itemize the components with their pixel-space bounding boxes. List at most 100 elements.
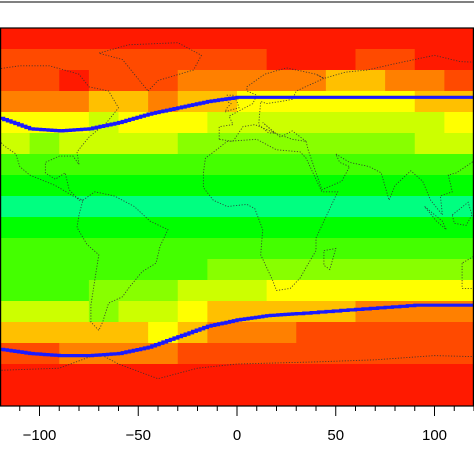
heatmap-cell [0,28,31,50]
heatmap-cell [177,196,208,218]
heatmap-cell [207,322,238,344]
heatmap-cell [414,364,445,386]
heatmap-cell [444,196,474,218]
heatmap-cell [148,112,179,134]
heatmap-cell [148,238,179,260]
heatmap-cell [177,175,208,197]
heatmap-cell [444,112,474,134]
heatmap-cell [118,217,149,239]
heatmap-cell [444,322,474,344]
heatmap-cell [237,196,268,218]
heatmap-cell [29,259,60,281]
heatmap-cell [266,343,297,365]
heatmap-cell [414,28,445,50]
heatmap-cell [207,280,238,302]
heatmap-cell [237,343,268,365]
heatmap-cell [266,28,297,50]
coastline-segment [424,206,447,230]
heatmap-cell [266,280,297,302]
heatmap-cell [88,175,120,197]
heatmap-cell [325,175,357,197]
heatmap-cell [148,280,179,302]
heatmap-cell [0,217,31,239]
heatmap-cell [325,322,357,344]
heatmap-cell [414,238,445,260]
heatmap-cell [207,112,238,134]
heatmap-cell [444,49,474,71]
heatmap-cell [0,49,31,71]
heatmap-cell [59,322,90,344]
heatmap-cell [296,70,327,92]
heatmap-cell [355,154,386,176]
heatmap-cell [237,238,268,260]
heatmap-cell [355,91,386,113]
heatmap-cell [148,28,179,50]
heatmap-cell [385,112,416,134]
coastline-outline [0,42,474,380]
heatmap-cell [118,364,149,386]
heatmap-cell [444,175,474,197]
heatmap-cell [177,217,208,239]
heatmap-cell [296,133,327,155]
heatmap-cell [296,322,327,344]
heatmap-cell [237,322,268,344]
heatmap-cell [385,322,416,344]
heatmap-cell [296,385,327,406]
heatmap-cell [59,28,90,50]
heatmap-cell [385,154,416,176]
heatmap-cell [266,133,297,155]
heatmap-cell [177,343,208,365]
heatmap-cell [88,133,120,155]
heatmap-cell [88,154,120,176]
heatmap-cell [207,70,238,92]
heatmap-cell [207,154,238,176]
heatmap-cell [118,322,149,344]
heatmap-cell [325,49,357,71]
heatmap-cell [325,154,357,176]
heatmap-cell [29,322,60,344]
heatmap-cell [29,49,60,71]
heatmap-cell [177,280,208,302]
heatmap-cell [237,133,268,155]
heatmap-cell [118,196,149,218]
heatmap-cell [29,154,60,176]
heatmap-cell [414,196,445,218]
heatmap-cell [325,196,357,218]
heatmap-cell [59,364,90,386]
heatmap-cell [59,133,90,155]
heatmap-cell [148,70,179,92]
heatmap-cell [266,217,297,239]
heatmap-cell [177,259,208,281]
heatmap-cell [177,49,208,71]
heatmap-cell [444,154,474,176]
heatmap-cell [296,259,327,281]
heatmap-cell [29,133,60,155]
heatmap-cell [385,280,416,302]
heatmap-cell [414,49,445,71]
heatmap-cell [414,112,445,134]
heatmap-cell [385,196,416,218]
x-tick-label: 50 [327,427,344,444]
heatmap-cell [0,133,31,155]
heatmap-cell [118,175,149,197]
heatmap-cell [266,301,297,323]
heatmap-cell [29,301,60,323]
coastline-segment [0,353,474,380]
heatmap-cell [207,343,238,365]
heatmap-cell [355,259,386,281]
heatmap-cell [355,301,386,323]
heatmap-cell [325,70,357,92]
heatmap-cell [355,385,386,406]
heatmap-cell [444,343,474,365]
heatmap-cell [29,91,60,113]
heatmap-cell [237,364,268,386]
heatmap-cell [118,28,149,50]
coastline-segment [202,138,339,291]
heatmap-cell [266,91,297,113]
heatmap-cell [207,259,238,281]
heatmap-cell [355,175,386,197]
heatmap-cell [325,91,357,113]
heatmap-cell [237,154,268,176]
heatmap-cell [88,238,120,260]
